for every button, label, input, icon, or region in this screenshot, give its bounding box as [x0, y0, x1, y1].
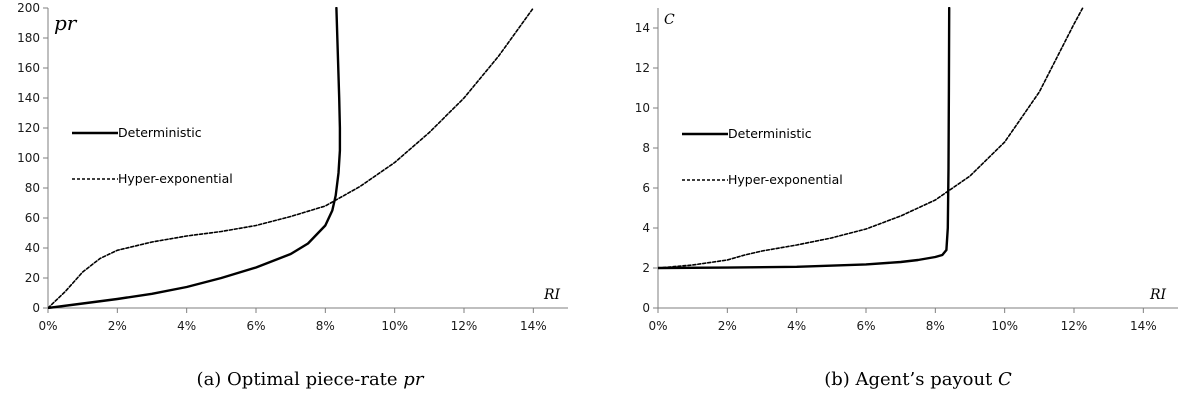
legend-label: Hyper-exponential: [728, 172, 843, 187]
y-tick-label: 12: [635, 61, 650, 75]
series-line-deterministic: [48, 7, 342, 309]
x-tick-label: 2%: [718, 319, 737, 333]
y-tick-label: 2: [642, 261, 650, 275]
caption-variable: pr: [403, 369, 425, 390]
y-tick-label: 160: [17, 61, 40, 75]
x-tick-label: 0%: [38, 319, 57, 333]
x-tick-label: 2%: [108, 319, 127, 333]
x-tick-label: 4%: [787, 319, 806, 333]
figure-caption: (a) Optimal piece-rate pr: [197, 369, 425, 390]
x-tick-label: 14%: [520, 319, 547, 333]
y-tick-label: 4: [642, 221, 650, 235]
y-tick-label: 40: [25, 241, 40, 255]
legend-label: Deterministic: [728, 126, 812, 141]
x-tick-label: 10%: [381, 319, 408, 333]
x-tick-label: 14%: [1130, 319, 1157, 333]
caption-variable: C: [998, 369, 1012, 390]
y-tick-label: 14: [635, 21, 650, 35]
chart-panel-2: 0 2 4 6 8 10 12 14 0% 2% 4% 6% 8% 10% 12% 14% C RI Determi…: [635, 7, 1178, 390]
y-tick-label: 6: [642, 181, 650, 195]
x-tick-label: 10%: [991, 319, 1018, 333]
x-tick-label: 8%: [926, 319, 945, 333]
y-tick-label: 60: [25, 211, 40, 225]
x-axis-title: RI: [1149, 287, 1167, 303]
x-tick-label: 8%: [316, 319, 335, 333]
x-axis-title: RI: [543, 287, 561, 303]
x-tick-label: 0%: [648, 319, 667, 333]
y-tick-label: 10: [635, 101, 650, 115]
legend-label: Deterministic: [118, 125, 202, 140]
y-tick-label: 8: [642, 141, 650, 155]
y-tick-label: 0: [642, 301, 650, 315]
y-tick-label: 20: [25, 271, 40, 285]
y-tick-label: 120: [17, 121, 40, 135]
y-tick-label: 100: [17, 151, 40, 165]
y-tick-label: 180: [17, 31, 40, 45]
y-axis-title: C: [664, 12, 675, 28]
series-line-hyper-exponential: [48, 7, 535, 309]
series-line-deterministic: [658, 7, 951, 270]
x-tick-label: 4%: [177, 319, 196, 333]
y-tick-label: 200: [17, 1, 40, 15]
x-tick-label: 6%: [246, 319, 265, 333]
y-tick-label: 140: [17, 91, 40, 105]
series-line-hyper-exponential: [658, 7, 1084, 269]
caption-text: (b) Agent’s payout: [824, 369, 998, 390]
caption-text: (a) Optimal piece-rate: [197, 369, 404, 390]
x-tick-label: 6%: [856, 319, 875, 333]
y-tick-label: 80: [25, 181, 40, 195]
chart-panel-1: 0 20 40 60 80 100 120 140 160 180 200 0% 2% 4% 6% 8% 10%…: [17, 1, 568, 390]
y-tick-label: 0: [32, 301, 40, 315]
figure-caption: (b) Agent’s payout C: [824, 369, 1012, 390]
y-axis-title: pr: [54, 11, 78, 35]
x-tick-label: 12%: [1061, 319, 1088, 333]
legend-label: Hyper-exponential: [118, 171, 233, 186]
x-tick-label: 12%: [451, 319, 478, 333]
